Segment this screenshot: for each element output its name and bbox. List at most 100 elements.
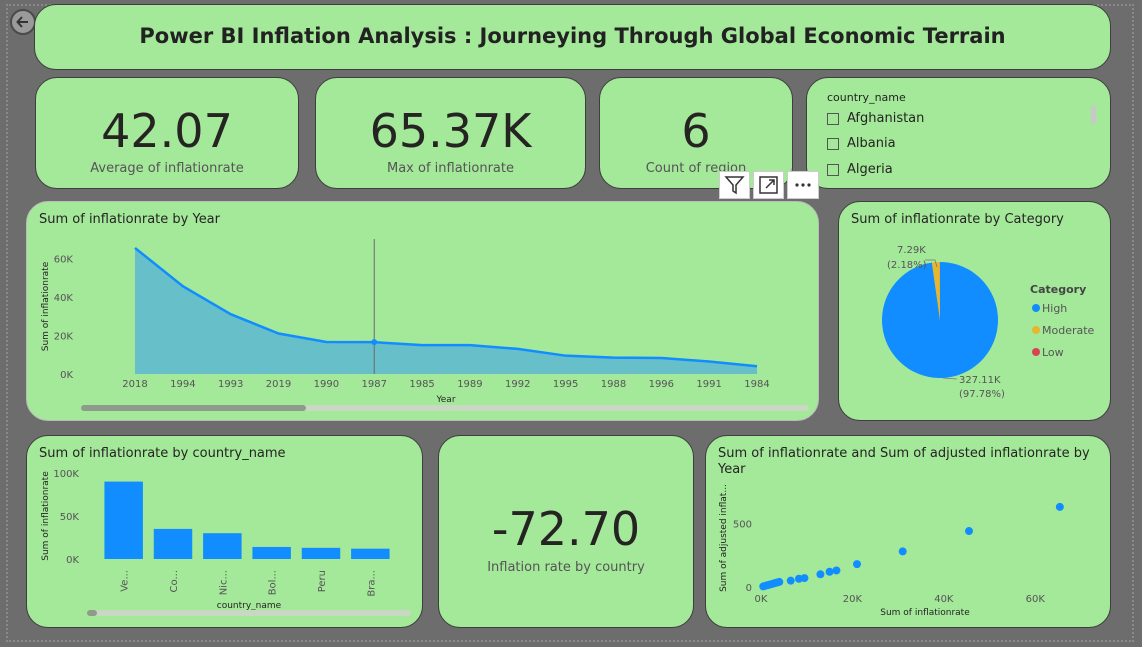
scatter-point [898, 547, 907, 556]
x-tick-label: 2019 [266, 379, 291, 390]
bar-chart-card[interactable]: Sum of inflationrate by country_name 0K 5… [26, 435, 423, 628]
area-fill [135, 247, 757, 374]
scatter-point [816, 570, 825, 579]
y-tick-label: 0K [66, 555, 79, 566]
bar [252, 546, 291, 559]
chart-title: Sum of inflationrate by country_name [39, 446, 286, 461]
slicer-scrollbar[interactable] [1091, 106, 1096, 124]
x-tick-label: 1994 [170, 379, 195, 390]
x-tick-label: 1995 [553, 379, 578, 390]
legend-title: Category [1030, 283, 1086, 296]
chart-title: Sum of inflationrate and Sum of adjusted… [718, 446, 1090, 477]
legend-marker [1032, 304, 1040, 312]
y-tick-label: 500 [733, 519, 752, 530]
slicer-item[interactable]: Albania [827, 136, 896, 151]
scatter-point [825, 567, 834, 576]
scatter-point [786, 576, 795, 585]
x-tick-label: 40K [934, 594, 954, 605]
checkbox[interactable] [827, 137, 839, 150]
area-chart: 0K 20K 40K 60K 2018 1994 1993 2019 1990 1987 1985 1… [41, 239, 809, 411]
slicer-item[interactable]: Algeria [827, 162, 893, 177]
scrollbar-track [87, 610, 411, 616]
x-tick-label: Bol... [268, 570, 279, 595]
kpi-value: 6 [681, 104, 711, 158]
scatter-chart: 0K 20K 40K 60K 0 500 Sum of inflationrate Sum o… [719, 484, 1064, 618]
pie-slice-moderate [931, 262, 940, 320]
x-axis-title: Year [435, 395, 455, 405]
y-axis-title: Sum of inflationrate [41, 471, 51, 561]
legend-label: High [1042, 302, 1067, 315]
kpi-label: Max of inflationrate [387, 161, 514, 176]
x-tick-label: 60K [1026, 594, 1046, 605]
bar [104, 481, 143, 559]
scatter-point [1055, 502, 1064, 511]
filter-button[interactable] [719, 171, 750, 199]
series-line [134, 246, 758, 368]
more-options-button[interactable] [787, 171, 819, 199]
bar-chart: 0K 50K 100K Ve... Co... Nic... Bol... Peru Bra..… [41, 469, 411, 616]
page-title: Power BI Inflation Analysis : Journeying… [139, 24, 1006, 48]
scrollbar-thumb [87, 610, 97, 616]
legend-label: Low [1042, 346, 1064, 359]
back-button[interactable] [10, 9, 36, 35]
hover-point [371, 339, 378, 346]
scatter-point [800, 574, 809, 583]
y-tick-label: 40K [54, 293, 74, 304]
back-arrow-icon [16, 16, 28, 28]
more-options-icon [795, 183, 811, 187]
x-tick-label: Peru [317, 570, 328, 592]
focus-mode-icon [759, 176, 778, 194]
country-kpi-card: -72.70 Inflation rate by country [438, 435, 694, 628]
legend-label: Moderate [1042, 324, 1095, 337]
pie-chart-card[interactable]: Sum of inflationrate by Category 7.29K (2… [838, 201, 1111, 421]
scatter-point [832, 566, 841, 575]
bar [153, 528, 193, 559]
bar [301, 547, 341, 559]
x-tick-label: 2018 [122, 379, 147, 390]
kpi-card-max: 65.37K Max of inflationrate [315, 77, 586, 189]
x-tick-label: 1984 [744, 379, 769, 390]
kpi-value: 65.37K [369, 104, 532, 158]
scatter-chart-card[interactable]: Sum of inflationrate and Sum of adjusted… [705, 435, 1111, 628]
kpi-label: Average of inflationrate [90, 161, 244, 176]
bar [351, 548, 390, 559]
pie-slice-high [882, 262, 999, 378]
y-tick-label: 20K [54, 331, 74, 342]
x-tick-label: 20K [843, 594, 863, 605]
y-tick-label: 0 [746, 583, 752, 594]
checkbox[interactable] [827, 163, 839, 176]
x-tick-label: Ve... [120, 570, 131, 592]
checkbox[interactable] [827, 112, 839, 125]
legend-marker [1032, 348, 1040, 356]
data-label-value: 327.11K [959, 375, 1001, 386]
x-tick-label: Co... [169, 570, 180, 592]
data-label-pct: (2.18%) [887, 260, 927, 271]
chart-title: Sum of inflationrate by Category [851, 212, 1064, 227]
slicer-item[interactable]: Afghanistan [827, 111, 924, 126]
x-axis-title: Sum of inflationrate [880, 608, 970, 618]
y-tick-label: 0K [60, 370, 73, 381]
filter-icon [724, 176, 745, 195]
bar [203, 533, 242, 559]
x-tick-label: Nic... [218, 570, 229, 595]
x-tick-label: 1990 [314, 379, 339, 390]
kpi-label: Inflation rate by country [487, 560, 645, 575]
country-slicer: country_name Afghanistan Albania Algeria [806, 77, 1111, 189]
data-label-value: 7.29K [897, 245, 926, 256]
kpi-value: -72.70 [491, 502, 641, 556]
x-tick-label: 1992 [505, 379, 530, 390]
x-axis-title: country_name [217, 601, 282, 611]
data-label-pct: (97.78%) [959, 389, 1005, 400]
x-tick-label: 1989 [457, 379, 482, 390]
y-axis-title: Sum of adjusted inflat... [719, 484, 729, 592]
y-tick-label: 50K [60, 512, 80, 523]
scatter-point [853, 560, 861, 569]
x-tick-label: 1993 [218, 379, 243, 390]
scatter-point [775, 577, 784, 586]
title-banner: Power BI Inflation Analysis : Journeying… [34, 4, 1111, 70]
x-tick-label: 1985 [409, 379, 434, 390]
leader-line [925, 259, 938, 268]
focus-mode-button[interactable] [753, 171, 784, 199]
slicer-title: country_name [827, 91, 906, 104]
area-chart-card[interactable]: Sum of inflationrate by Year 0K 20K 40K 60K… [26, 201, 819, 421]
